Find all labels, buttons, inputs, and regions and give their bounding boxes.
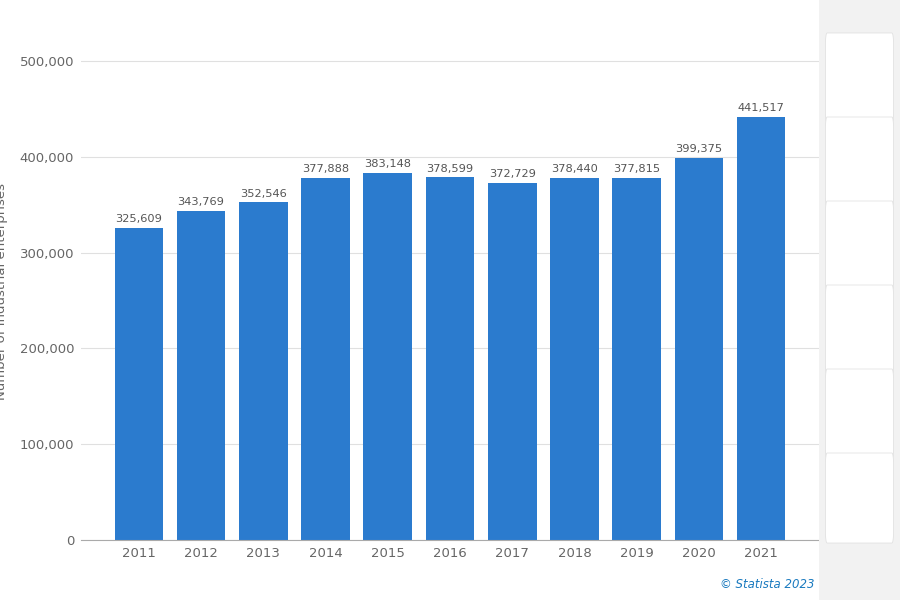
Text: 378,440: 378,440 bbox=[551, 164, 598, 174]
FancyBboxPatch shape bbox=[825, 369, 894, 459]
Text: 325,609: 325,609 bbox=[115, 214, 162, 224]
Bar bbox=[737, 117, 786, 540]
Text: 441,517: 441,517 bbox=[738, 103, 785, 113]
FancyBboxPatch shape bbox=[825, 33, 894, 123]
Text: 377,888: 377,888 bbox=[302, 164, 349, 174]
Text: 377,815: 377,815 bbox=[613, 164, 661, 175]
FancyBboxPatch shape bbox=[825, 117, 894, 207]
FancyBboxPatch shape bbox=[825, 453, 894, 543]
Text: 399,375: 399,375 bbox=[675, 143, 723, 154]
Text: 352,546: 352,546 bbox=[240, 188, 287, 199]
Text: 378,599: 378,599 bbox=[427, 164, 473, 173]
Text: 383,148: 383,148 bbox=[364, 159, 411, 169]
Text: © Statista 2023: © Statista 2023 bbox=[720, 578, 814, 591]
FancyBboxPatch shape bbox=[825, 201, 894, 291]
Text: 372,729: 372,729 bbox=[489, 169, 536, 179]
Bar bbox=[176, 211, 225, 540]
Bar bbox=[364, 173, 412, 540]
FancyBboxPatch shape bbox=[825, 285, 894, 375]
Bar bbox=[239, 202, 288, 540]
Bar bbox=[675, 158, 724, 540]
Bar bbox=[550, 178, 598, 540]
Bar bbox=[302, 178, 350, 540]
Bar bbox=[488, 183, 536, 540]
Bar bbox=[612, 178, 661, 540]
Bar bbox=[114, 228, 163, 540]
Bar bbox=[426, 178, 474, 540]
Text: 343,769: 343,769 bbox=[177, 197, 224, 207]
Y-axis label: Number of industrial enterprises: Number of industrial enterprises bbox=[0, 182, 8, 400]
